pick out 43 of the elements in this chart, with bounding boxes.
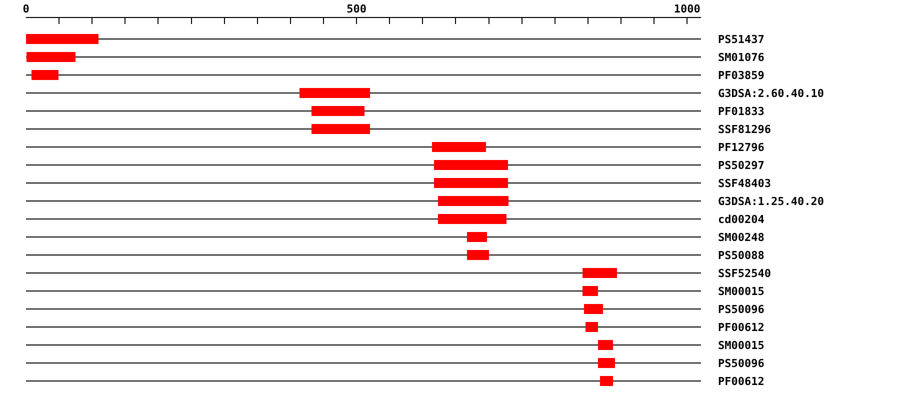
- y-tick-label: PS50096: [718, 356, 765, 370]
- y-tick-label: SM00248: [718, 230, 764, 244]
- bar: [300, 88, 370, 98]
- y-tick-label: SSF48403: [718, 176, 771, 190]
- y-tick-label: PF00612: [718, 374, 764, 388]
- bar: [585, 322, 598, 332]
- bar: [31, 70, 58, 80]
- y-tick-label: G3DSA:1.25.40.20: [718, 194, 824, 208]
- bar: [432, 142, 486, 152]
- y-tick-label: PS50297: [718, 158, 764, 172]
- bar: [438, 196, 509, 206]
- y-tick-label: PF12796: [718, 140, 765, 154]
- y-tick-label: PS51437: [718, 32, 764, 46]
- bar: [466, 250, 489, 260]
- y-tick-label: SM01076: [718, 50, 765, 64]
- bar: [312, 124, 370, 134]
- y-tick-label: SM00015: [718, 284, 764, 298]
- y-tick-label: PF00612: [718, 320, 764, 334]
- bar: [598, 340, 614, 350]
- x-tick-label: 1000: [674, 2, 700, 16]
- bar: [26, 52, 76, 62]
- x-tick-label: 500: [346, 2, 366, 16]
- bar: [582, 286, 598, 296]
- y-tick-label: PF01833: [718, 104, 764, 118]
- bar: [312, 106, 364, 116]
- bar: [584, 304, 604, 314]
- y-tick-label: SM00015: [718, 338, 764, 352]
- bar: [26, 34, 99, 44]
- bar: [438, 214, 507, 224]
- y-tick-label: SSF52540: [718, 266, 771, 280]
- bar: [434, 178, 508, 188]
- y-tick-label: PF03859: [718, 68, 764, 82]
- y-tick-label: PS50088: [718, 248, 764, 262]
- bar: [434, 160, 508, 170]
- bar: [598, 358, 616, 368]
- y-tick-label: cd00204: [718, 212, 765, 226]
- bar: [466, 232, 487, 242]
- bar: [600, 376, 614, 386]
- x-tick-label: 0: [22, 2, 30, 16]
- y-tick-label: G3DSA:2.60.40.10: [718, 86, 824, 100]
- y-tick-label: PS50096: [718, 302, 765, 316]
- bar: [582, 268, 618, 278]
- y-tick-label: SSF81296: [718, 122, 772, 136]
